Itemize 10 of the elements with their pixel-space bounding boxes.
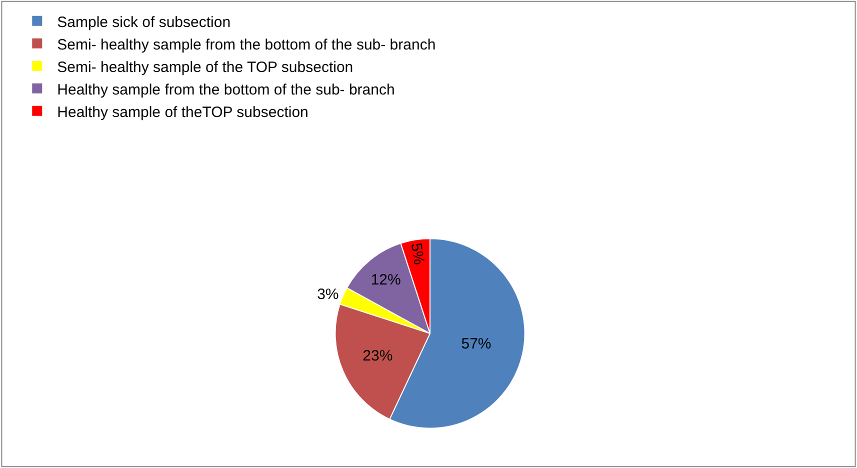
legend-label: Sample sick of subsection [57, 14, 231, 31]
legend-label: Semi- healthy sample from the bottom of the sub- branch [57, 36, 436, 54]
legend-label: Healthy sample from the bottom of the sub- branch [57, 81, 395, 98]
legend-label: Semi- healthy sample of the TOP subsection [57, 58, 354, 76]
data-label: 23% [362, 348, 393, 365]
data-label: 12% [370, 272, 401, 289]
legend-label: Healthy sample of theTOP subsection [57, 104, 308, 121]
data-label: 57% [461, 335, 492, 352]
data-label: 3% [317, 286, 339, 303]
data-label: 5% [407, 242, 428, 266]
